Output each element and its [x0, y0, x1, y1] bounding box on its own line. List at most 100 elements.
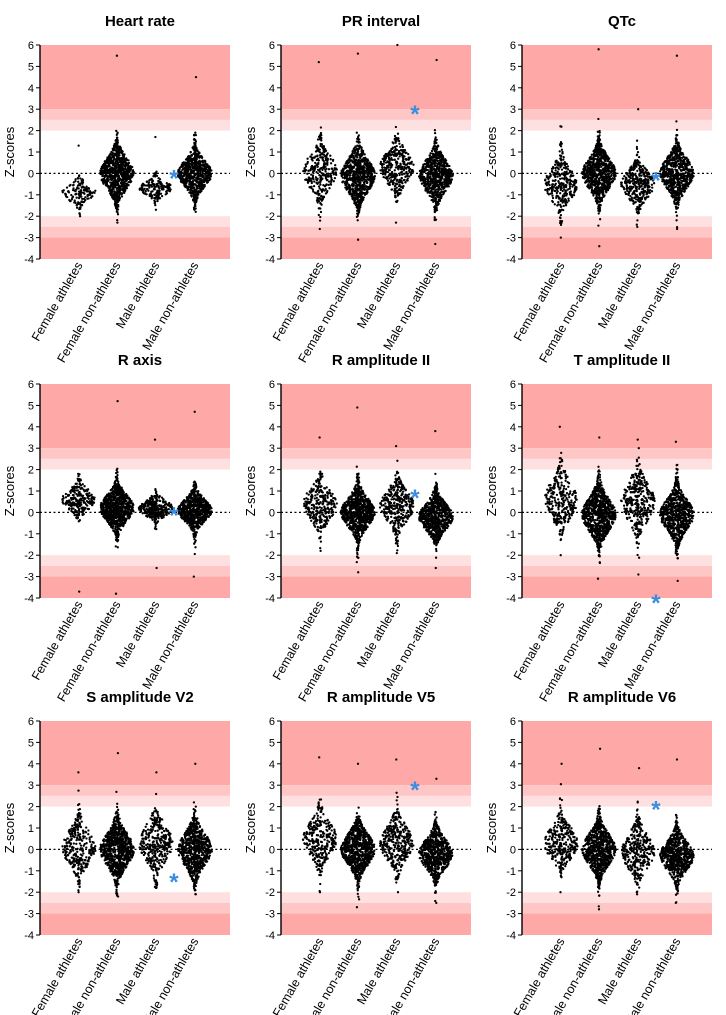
- data-point: [440, 171, 443, 174]
- data-point: [148, 193, 151, 196]
- data-point: [356, 156, 359, 159]
- y-tick-label: 1: [269, 147, 275, 159]
- data-point: [114, 167, 117, 170]
- data-point: [555, 196, 558, 200]
- data-point: [69, 183, 72, 187]
- data-point: [311, 188, 315, 191]
- data-point: [560, 220, 564, 223]
- data-point: [306, 157, 309, 160]
- data-point: [317, 213, 320, 217]
- data-point: [106, 184, 109, 188]
- data-point: [188, 183, 191, 186]
- data-point: [330, 167, 333, 170]
- data-point: [365, 192, 368, 195]
- data-point: [398, 183, 401, 186]
- data-point: [158, 189, 161, 193]
- data-point: [544, 178, 547, 181]
- data-point: [356, 187, 360, 191]
- data-point: [194, 131, 197, 134]
- data-point: [570, 171, 573, 174]
- data-point: [386, 155, 390, 158]
- band-4: [281, 226, 471, 238]
- data-point: [164, 193, 167, 196]
- data-point: [204, 163, 207, 166]
- data-point: [153, 201, 156, 205]
- data-point: [150, 178, 153, 181]
- data-point: [391, 182, 395, 186]
- data-point: [115, 201, 118, 205]
- data-point: [597, 169, 601, 172]
- data-point: [449, 181, 453, 184]
- data-point: [183, 183, 186, 187]
- data-point: [436, 191, 439, 195]
- band-3: [281, 216, 471, 227]
- data-point: [431, 174, 434, 177]
- data-point: [76, 186, 79, 189]
- data-point: [592, 150, 595, 153]
- data-point: [356, 160, 360, 163]
- data-point: [327, 172, 330, 175]
- data-point: [566, 177, 569, 181]
- data-point: [115, 208, 119, 211]
- data-point: [113, 185, 117, 189]
- data-point: [559, 125, 562, 128]
- data-point: [555, 194, 558, 197]
- data-point: [206, 180, 209, 184]
- data-point: [141, 189, 145, 192]
- data-point: [310, 173, 313, 176]
- data-point: [318, 219, 322, 222]
- data-point: [312, 178, 315, 181]
- data-point: [86, 194, 89, 198]
- data-point: [78, 215, 82, 218]
- data-point: [110, 150, 113, 154]
- data-point: [324, 187, 327, 191]
- data-point: [79, 206, 82, 209]
- data-point: [439, 163, 442, 166]
- data-point: [559, 203, 562, 206]
- data-point: [422, 171, 425, 174]
- data-point: [77, 201, 80, 204]
- data-point: [125, 184, 128, 188]
- data-point: [432, 153, 435, 157]
- data-point: [410, 170, 414, 173]
- data-point: [64, 193, 68, 196]
- data-point: [329, 158, 332, 161]
- data-point: [551, 179, 555, 182]
- data-point: [419, 174, 422, 177]
- data-point: [203, 159, 206, 162]
- data-point: [427, 164, 430, 167]
- y-tick-label: 3: [269, 104, 275, 116]
- data-point: [121, 192, 124, 195]
- y-tick-label: -1: [24, 190, 34, 202]
- data-point: [324, 175, 327, 178]
- data-point: [311, 170, 315, 174]
- series-male-athletes: [138, 135, 172, 211]
- data-point: [589, 184, 592, 188]
- data-point: [357, 209, 361, 212]
- data-point: [546, 187, 550, 191]
- data-point: [440, 188, 443, 191]
- data-point: [77, 196, 81, 200]
- data-point: [435, 148, 438, 151]
- data-point: [114, 176, 117, 180]
- data-point: [567, 197, 570, 200]
- data-point: [103, 174, 106, 178]
- data-point: [188, 165, 192, 168]
- data-point: [394, 125, 398, 129]
- data-point: [366, 178, 369, 181]
- y-tick-label: -3: [24, 233, 34, 245]
- data-point: [113, 162, 116, 165]
- data-point: [427, 158, 430, 161]
- data-point: [319, 215, 322, 219]
- data-point: [66, 190, 70, 193]
- data-point: [357, 199, 360, 202]
- data-point: [426, 187, 430, 190]
- data-point: [349, 159, 352, 162]
- data-point: [318, 153, 322, 157]
- data-point: [109, 188, 112, 192]
- data-point: [586, 175, 590, 178]
- data-point: [355, 184, 359, 187]
- data-point: [591, 183, 595, 187]
- data-point: [363, 184, 366, 187]
